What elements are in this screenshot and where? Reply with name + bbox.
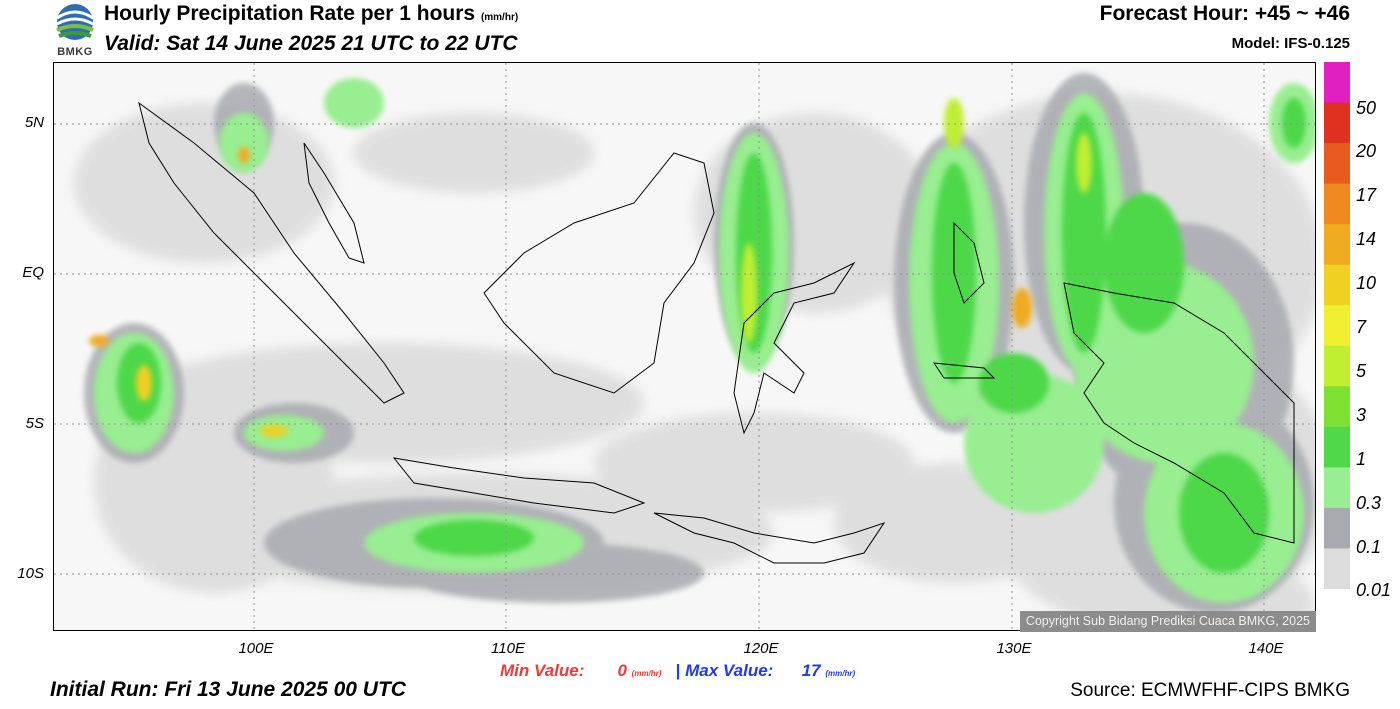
data-source: Source: ECMWFHF-CIPS BMKG <box>1070 680 1350 701</box>
max-label: Max Value: <box>685 661 774 680</box>
valid-time: Valid: Sat 14 June 2025 21 UTC to 22 UTC <box>104 32 518 55</box>
colorbar-swatch <box>1324 224 1350 266</box>
lon-label-140e: 140E <box>1248 640 1284 657</box>
initial-run: Initial Run: Fri 13 June 2025 00 UTC <box>50 678 406 701</box>
colorbar-label-5: 5 <box>1356 361 1367 381</box>
min-max-separator: | <box>675 661 681 680</box>
colorbar-swatch <box>1324 426 1350 468</box>
lat-label-10s: 10S <box>17 565 44 582</box>
colorbar-label-1: 1 <box>1356 449 1367 469</box>
precip-green-layer <box>117 98 1306 573</box>
lon-label-110e: 110E <box>491 640 525 657</box>
seram-coast <box>932 362 996 379</box>
colorbar-swatch <box>1324 467 1350 509</box>
title-unit: (mm/hr) <box>480 12 519 23</box>
model-name: Model: IFS-0.125 <box>1231 35 1350 52</box>
map-canvas <box>54 63 1315 630</box>
precipitation-map <box>53 62 1316 631</box>
colorbar-label-0.01: 0.01 <box>1356 580 1392 600</box>
colorbar-swatch <box>1324 62 1350 104</box>
colorbar-swatch <box>1324 143 1350 185</box>
borneo-coast <box>483 152 715 394</box>
colorbar-swatch <box>1324 548 1350 589</box>
colorbar-label-0.3: 0.3 <box>1356 493 1382 513</box>
colorbar-swatch <box>1324 305 1350 347</box>
colorbar-swatch <box>1324 183 1350 225</box>
lon-label-120e: 120E <box>743 640 779 657</box>
lon-label-100e: 100E <box>238 640 274 657</box>
halmahera-coast <box>953 221 985 304</box>
lon-label-130e: 130E <box>996 640 1032 657</box>
malay-peninsula-coast <box>303 142 365 264</box>
java-coast <box>392 457 646 514</box>
coastlines <box>138 101 1295 564</box>
chart-title: Hourly Precipitation Rate per 1 hours (m… <box>104 2 518 26</box>
min-max-values: Min Value: 0 (mm/hr) | Max Value: 17 (mm… <box>500 661 855 681</box>
lesser-sunda-coast <box>653 512 886 564</box>
papua-coast <box>1063 282 1295 544</box>
colorbar <box>1324 62 1350 589</box>
colorbar-label-0.1: 0.1 <box>1356 537 1382 557</box>
colorbar-label-3: 3 <box>1356 405 1367 425</box>
logo-text: BMKG <box>57 46 93 58</box>
colorbar-label-10: 10 <box>1356 273 1377 293</box>
forecast-hour: Forecast Hour: +45 ~ +46 <box>1099 2 1350 25</box>
colorbar-label-17: 17 <box>1356 185 1377 205</box>
bmkg-logo <box>56 4 94 40</box>
lat-label-eq: EQ <box>22 264 44 281</box>
colorbar-label-50: 50 <box>1356 98 1377 118</box>
colorbar-label-20: 20 <box>1356 141 1377 161</box>
copyright-notice: Copyright Sub Bidang Prediksi Cuaca BMKG… <box>1019 611 1316 632</box>
sulawesi-coast <box>733 261 856 435</box>
colorbar-swatch <box>1324 507 1350 549</box>
lat-label-5s: 5S <box>25 415 44 432</box>
colorbar-swatch <box>1324 264 1350 306</box>
colorbar-swatch <box>1324 345 1350 387</box>
graticule <box>54 63 1315 630</box>
min-unit: (mm/hr) <box>631 669 662 678</box>
min-value: 0 <box>617 661 627 680</box>
max-value: 17 <box>801 661 821 680</box>
max-unit: (mm/hr) <box>825 669 856 678</box>
precip-heavy-layer <box>89 98 1092 437</box>
sumatra-coast <box>138 101 405 404</box>
title-text: Hourly Precipitation Rate per 1 hours <box>104 2 476 25</box>
colorbar-swatch <box>1324 102 1350 144</box>
colorbar-swatch <box>1324 386 1350 428</box>
lat-label-5n: 5N <box>24 114 44 131</box>
min-label: Min Value: <box>500 661 585 680</box>
colorbar-label-7: 7 <box>1356 317 1367 337</box>
colorbar-label-14: 14 <box>1356 229 1377 249</box>
